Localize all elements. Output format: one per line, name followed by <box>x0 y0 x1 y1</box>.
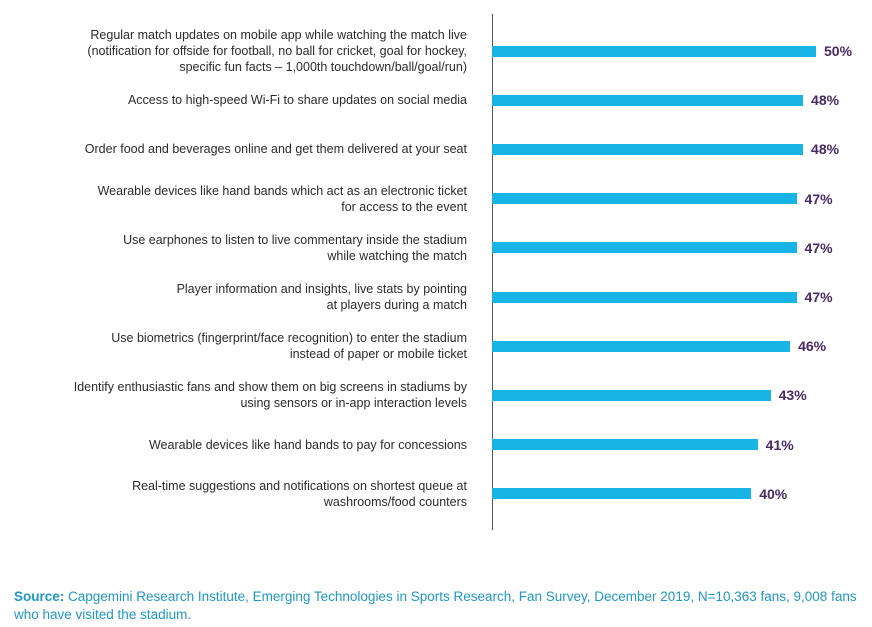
category-label-1-line-2: (notification for offside for football, … <box>87 44 467 58</box>
bar-7 <box>492 340 791 352</box>
category-label-10-line-1: Real-time suggestions and notifications … <box>132 478 467 493</box>
category-label-8: Identify enthusiastic fans and show them… <box>0 379 467 411</box>
value-label-4: 47% <box>804 190 833 207</box>
category-label-1-line-1: Regular match updates on mobile app whil… <box>90 28 467 42</box>
category-label-5-line-2: while watching the match <box>327 248 467 263</box>
category-label-6-line-2: at players during a match <box>326 298 467 312</box>
category-label-1: Regular match updates on mobile app whil… <box>0 27 467 75</box>
bar-4 <box>492 193 797 205</box>
category-label-4-line-1: Wearable devices like hand bands which a… <box>97 183 467 198</box>
value-label-1: 50% <box>824 43 853 59</box>
bar-chart: 50% Regular match updates on mobile app w… <box>0 14 853 530</box>
source-text: Capgemini Research Institute, Emerging T… <box>14 589 857 622</box>
category-label-5: Use earphones to listen to live commenta… <box>0 232 467 264</box>
category-label-6: Player information and insights, live st… <box>0 281 467 313</box>
category-label-8-line-1: Identify enthusiastic fans and show them… <box>73 380 467 395</box>
category-label-1-line-3: specific fun facts – 1,000th touchdown/b… <box>179 60 467 74</box>
value-label-8: 43% <box>778 387 807 404</box>
source-note: Source: Capgemini Research Institute, Em… <box>14 588 859 624</box>
value-label-9: 41% <box>765 436 794 453</box>
value-label-6: 47% <box>804 289 833 305</box>
bar-8 <box>492 389 771 401</box>
category-label-10: Real-time suggestions and notifications … <box>0 478 467 510</box>
category-label-9-line-1: Wearable devices like hand bands to pay … <box>148 437 467 452</box>
category-label-7: Use biometrics (fingerprint/face recogni… <box>0 330 467 362</box>
bar-2 <box>492 94 804 106</box>
category-label-7-line-1: Use biometrics (fingerprint/face recogni… <box>111 331 467 346</box>
category-label-6-line-1: Player information and insights, live st… <box>176 282 467 296</box>
bar-3 <box>492 143 804 155</box>
category-label-3: Order food and beverages online and get … <box>0 141 467 157</box>
category-label-3-line-1: Order food and beverages online and get … <box>84 142 467 157</box>
bar-1 <box>492 45 816 57</box>
category-label-7-line-2: instead of paper or mobile ticket <box>289 347 467 362</box>
value-label-10: 40% <box>759 485 788 502</box>
category-label-10-line-2: washrooms/food counters <box>323 494 467 509</box>
category-label-4-line-2: for access to the event <box>341 199 467 214</box>
category-axis-line <box>492 14 493 530</box>
bar-9 <box>492 439 758 451</box>
category-label-8-line-2: using sensors or in-app interaction leve… <box>240 396 467 411</box>
value-label-3: 48% <box>811 141 840 158</box>
category-label-2-line-1: Access to high-speed Wi-Fi to share upda… <box>127 93 467 108</box>
source-key: Source: <box>14 589 65 604</box>
value-label-7: 46% <box>798 338 827 355</box>
bar-6 <box>492 291 797 303</box>
bar-10 <box>492 488 752 500</box>
category-label-4: Wearable devices like hand bands which a… <box>0 183 467 215</box>
value-label-2: 48% <box>811 92 840 109</box>
category-label-9: Wearable devices like hand bands to pay … <box>0 437 467 453</box>
bar-5 <box>492 242 797 254</box>
category-label-5-line-1: Use earphones to listen to live commenta… <box>123 232 467 247</box>
category-label-2: Access to high-speed Wi-Fi to share upda… <box>0 92 467 108</box>
value-label-5: 47% <box>804 239 833 256</box>
